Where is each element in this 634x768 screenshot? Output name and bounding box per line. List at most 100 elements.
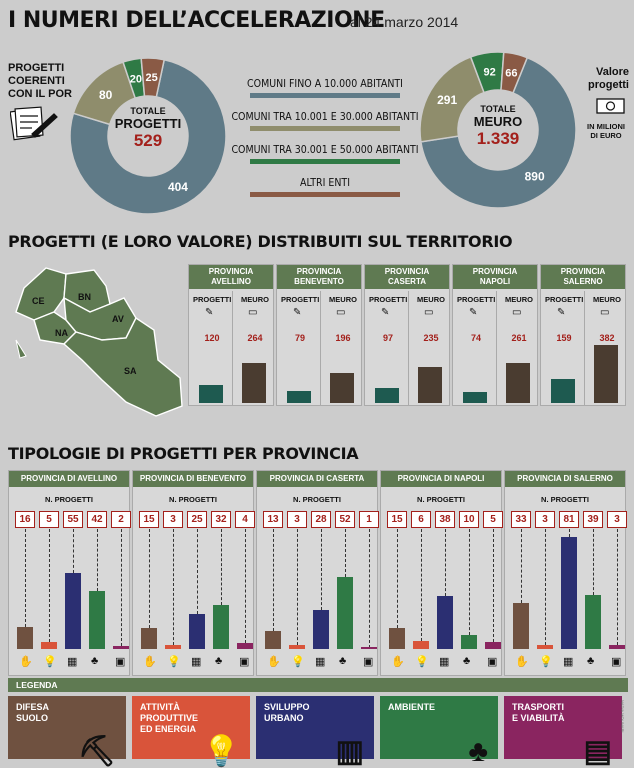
province-progetti-value: 79 bbox=[294, 333, 305, 343]
legend-card: AMBIENTE ♣ bbox=[380, 696, 498, 767]
donut-progetti-slice-label: 25 bbox=[145, 72, 157, 84]
tram-icon: ▣ bbox=[115, 656, 126, 668]
legend-card-line: PRODUTTIVE bbox=[140, 713, 199, 723]
leader-line bbox=[593, 529, 594, 596]
digger-person-icon: ✋ bbox=[19, 656, 33, 668]
province-meuro-value: 382 bbox=[599, 333, 615, 343]
type-bar bbox=[141, 628, 157, 649]
province-col-label: MEURO bbox=[417, 295, 445, 304]
donut-meuro-slice bbox=[420, 56, 577, 209]
province-panel-title: PROVINCIA AVELLINO bbox=[189, 265, 273, 289]
banknote-icon: ▭ bbox=[512, 307, 522, 318]
legend-item-altri-enti: ALTRI ENTI bbox=[230, 177, 420, 197]
donut-progetti-slice-label: 404 bbox=[168, 180, 188, 194]
province-panel: PROVINCIA CASERTA PROGETTI ✎ 97 MEURO ▭ 235 bbox=[364, 264, 450, 406]
n-progetti-label: N. PROGETTI bbox=[541, 495, 589, 504]
legenda-cards: DIFESA SUOLO ⛏ ATTIVITÀ PRODUTTIVE ED ENERGIA… bbox=[8, 696, 628, 768]
map-region-ce bbox=[15, 267, 67, 321]
map-label-sa: SA bbox=[124, 366, 137, 376]
credit: NADIA MOLINARI bbox=[620, 700, 625, 733]
banknote-icon: ▭ bbox=[600, 307, 610, 318]
bar-progetti bbox=[199, 384, 223, 403]
digger-person-icon: ✋ bbox=[267, 656, 281, 668]
leader-line bbox=[397, 529, 398, 629]
lightbulb-icon: 💡 bbox=[539, 656, 553, 668]
map-label-bn: BN bbox=[78, 292, 91, 302]
province-name-line: CASERTA bbox=[387, 277, 427, 286]
leader-line bbox=[345, 529, 346, 578]
province-col-label: PROGETTI bbox=[281, 295, 320, 304]
type-panel: PROVINCIA DI NAPOLI N. PROGETTI 15 ✋ 6 💡 38 ▦ 10… bbox=[380, 470, 503, 676]
document-pen-icon: ✎ bbox=[469, 307, 478, 318]
bar-meuro bbox=[418, 367, 442, 403]
type-panel: PROVINCIA DI AVELLINO N. PROGETTI 16 ✋ 5 💡 55 ▦… bbox=[8, 470, 131, 676]
leader-line bbox=[221, 529, 222, 605]
donut-meuro-slice-label: 92 bbox=[484, 67, 496, 79]
type-bar bbox=[41, 642, 57, 649]
province-name-line: AVELLINO bbox=[211, 277, 251, 286]
donut-left-total: 529 bbox=[133, 131, 163, 150]
type-count-box: 39 bbox=[583, 511, 603, 528]
type-panel-title: PROVINCIA DI AVELLINO bbox=[9, 471, 129, 487]
document-pen-icon: ✎ bbox=[381, 307, 390, 318]
page-title: I NUMERI DELL’ACCELERAZIONE bbox=[8, 8, 385, 33]
province-col-label: PROGETTI bbox=[457, 295, 496, 304]
legenda-title: LEGENDA bbox=[16, 680, 58, 690]
donut-progetti: 404 80 20 25 bbox=[69, 57, 227, 215]
legend-card-line: TRASPORTI bbox=[512, 702, 565, 712]
campania-map bbox=[15, 267, 183, 417]
lightbulb-icon: 💡 bbox=[291, 656, 305, 668]
left-label-line: PROGETTI bbox=[8, 62, 65, 74]
donut-right-center: TOTALE MEURO 1.339 bbox=[458, 104, 538, 149]
leader-line bbox=[273, 529, 274, 632]
bar-meuro bbox=[242, 362, 266, 403]
province-name-line: PROVINCIA bbox=[208, 267, 254, 276]
province-panel: PROVINCIA AVELLINO PROGETTI ✎ 120 MEURO ▭ 264 bbox=[188, 264, 274, 406]
province-name-line: PROVINCIA bbox=[472, 267, 518, 276]
type-count-box: 52 bbox=[335, 511, 355, 528]
province-col-label: MEURO bbox=[593, 295, 621, 304]
province-name-line: NAPOLI bbox=[479, 277, 511, 286]
panel-divider bbox=[496, 291, 497, 405]
type-count-box: 33 bbox=[511, 511, 531, 528]
leader-line bbox=[73, 529, 74, 573]
legend-card-line: E VIABILITÀ bbox=[512, 713, 565, 723]
type-count-box: 3 bbox=[163, 511, 183, 528]
buildings-icon: ▦ bbox=[191, 656, 202, 668]
legend-item-comuni-10k: COMUNI FINO A 10.000 ABITANTI bbox=[230, 78, 420, 98]
tram-icon: ▤ bbox=[583, 735, 612, 768]
page-date: al 24 marzo 2014 bbox=[350, 14, 459, 30]
leader-line bbox=[617, 529, 618, 645]
type-count-box: 28 bbox=[311, 511, 331, 528]
buildings-icon: ▦ bbox=[67, 656, 78, 668]
province-name-line: SALERNO bbox=[563, 277, 603, 286]
donut-progetti-slice bbox=[140, 57, 166, 98]
type-count-box: 38 bbox=[435, 511, 455, 528]
province-panel: PROVINCIA SALERNO PROGETTI ✎ 159 MEURO ▭ 382 bbox=[540, 264, 626, 406]
trees-icon: ♣ bbox=[91, 655, 99, 667]
donut-left-center-mid: PROGETTI bbox=[114, 116, 182, 131]
type-bar bbox=[585, 595, 601, 649]
buildings-icon: ▥ bbox=[335, 735, 364, 768]
type-count-box: 5 bbox=[39, 511, 59, 528]
map-label-ce: CE bbox=[32, 296, 45, 306]
donut-meuro-slice-label: 291 bbox=[437, 93, 457, 107]
type-bar bbox=[361, 647, 377, 649]
leader-line bbox=[49, 529, 50, 643]
n-progetti-label: N. PROGETTI bbox=[293, 495, 341, 504]
type-bar bbox=[389, 628, 405, 649]
buildings-icon: ▦ bbox=[563, 656, 574, 668]
lightbulb-icon: 💡 bbox=[415, 656, 429, 668]
type-count-box: 2 bbox=[111, 511, 131, 528]
leader-line bbox=[469, 529, 470, 636]
digger-person-icon: ✋ bbox=[391, 656, 405, 668]
type-count-box: 3 bbox=[287, 511, 307, 528]
type-bar bbox=[561, 537, 577, 649]
legend-card-line: ED ENERGIA bbox=[140, 724, 197, 734]
type-bar bbox=[313, 610, 329, 649]
digger-person-icon: ✋ bbox=[143, 656, 157, 668]
bar-progetti bbox=[551, 378, 575, 403]
type-bar bbox=[17, 626, 33, 649]
province-meuro-value: 264 bbox=[247, 333, 263, 343]
document-pen-icon: ✎ bbox=[205, 307, 214, 318]
